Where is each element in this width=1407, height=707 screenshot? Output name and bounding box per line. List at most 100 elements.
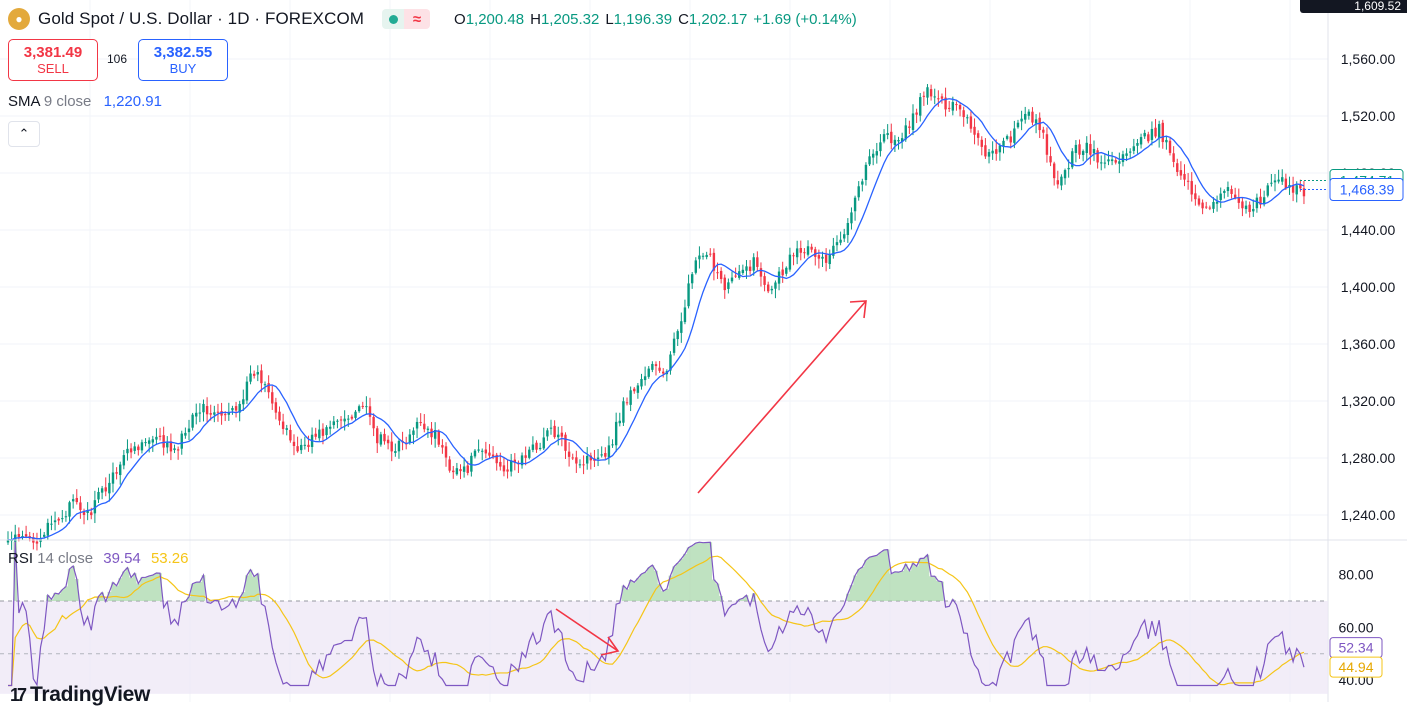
candle [325,425,328,440]
candle [900,132,904,149]
candle [71,494,75,509]
candle [1147,131,1150,144]
ohlc-values: O1,200.48 H1,205.32 L1,196.39 C1,202.17 … [454,10,857,28]
rsi-annotation-arrow[interactable] [555,608,620,656]
sell-label: SELL [37,61,69,76]
candle [614,412,618,453]
tradingview-logo[interactable]: 17 TradingView [10,683,150,707]
price-tick-label: 1,440.00 [1341,222,1396,238]
symbol-title[interactable]: Gold Spot / U.S. Dollar · 1D · FOREXCOM [38,9,365,28]
rsi-legend[interactable]: RSI 14 close 39.54 53.26 [8,550,189,567]
candle [944,87,947,117]
rsi-ma-line[interactable] [8,555,1305,687]
candle [948,101,951,112]
candle [1024,106,1027,124]
candle [419,413,422,426]
candle [1168,137,1172,156]
candle [1266,183,1269,198]
candle [1197,195,1201,207]
sma-legend[interactable]: SMA 9 close 1,220.91 [8,93,162,110]
candle [394,443,397,457]
candle [763,272,766,292]
candle [987,148,991,164]
rsi-line[interactable] [8,541,1305,688]
candle [1107,150,1110,166]
candle [600,446,603,458]
candle [853,195,857,221]
candle [973,118,976,145]
candle [6,531,10,545]
candle [484,441,488,459]
buy-button[interactable]: 3,382.55 BUY [138,39,228,81]
candle [517,460,520,473]
market-status[interactable]: ≈ [382,9,431,29]
candle [835,235,839,252]
sma-value: 1,220.91 [103,93,162,110]
candle [93,490,97,524]
low-value: 1,196.39 [613,10,673,28]
sell-button[interactable]: 3,381.49 SELL [8,39,98,81]
candle [383,428,386,445]
candle [886,124,889,140]
candle [571,453,574,461]
candle [694,257,697,275]
sma-line[interactable] [7,98,1305,541]
candle [976,130,980,146]
candle [75,489,78,505]
candle [1223,189,1226,199]
candle [100,485,104,500]
rsi-ma-value: 53.26 [150,550,189,567]
candle [104,477,107,497]
candle [741,264,745,275]
candle [368,397,372,426]
candle [481,448,484,461]
candle [68,500,71,524]
candle [1009,130,1012,149]
candle [962,106,965,127]
candle [777,266,781,291]
candle [799,240,802,261]
buy-label: BUY [169,61,197,76]
candle [1255,193,1259,213]
candle [151,435,154,452]
candle [1125,148,1128,162]
chevron-up-icon: ⌃ [18,126,30,141]
candle [1139,133,1143,149]
candle [1092,140,1096,162]
candle [1226,181,1230,197]
price-axis[interactable]: 1,240.00 1,280.00 1,320.00 1,360.00 1,400.00… [1327,0,1396,702]
candle [1052,161,1056,186]
candle [520,452,524,469]
candle [774,280,777,299]
candle [1085,136,1088,161]
candle [202,399,205,422]
candle [129,443,133,459]
candle [1005,134,1009,141]
candle [781,261,784,283]
candle [444,442,448,467]
candle [919,92,922,122]
candle [281,413,285,435]
candle [354,410,357,420]
annotation-arrow[interactable] [697,300,867,494]
candle [1013,120,1016,149]
candle [24,525,28,539]
candle [1281,169,1284,185]
candle [231,405,234,415]
candle [303,436,307,450]
candle [397,439,401,459]
candle [1154,118,1157,139]
candle [1273,174,1277,192]
candle [245,376,249,405]
candle [1110,151,1114,166]
candle [752,253,755,276]
rsi-tick-label: 60.00 [1338,619,1373,635]
candle [676,329,679,346]
candle [1165,135,1168,150]
candle [908,120,911,135]
gold-coins-icon[interactable]: ● [8,8,30,30]
candle [318,419,321,441]
candle [629,386,632,412]
collapse-legend-button[interactable]: ⌃ [8,121,40,147]
